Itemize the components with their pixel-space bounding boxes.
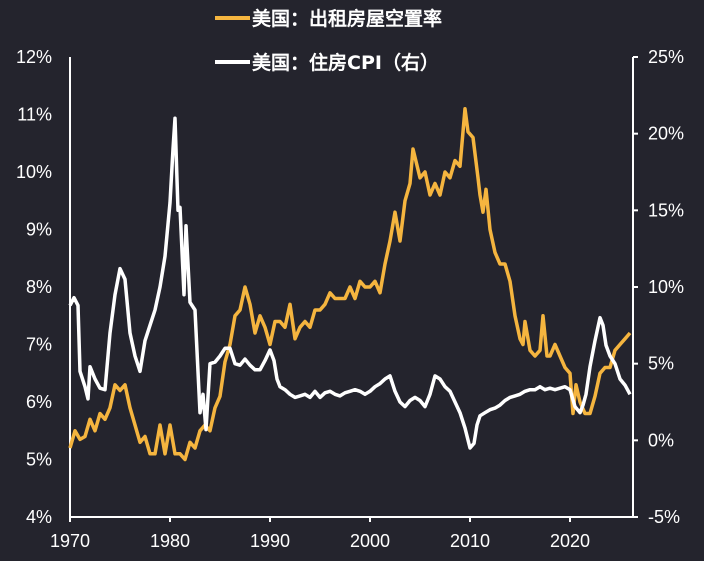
right-y-tick-label: 5% xyxy=(648,354,674,374)
left-y-tick-label: 8% xyxy=(26,277,52,297)
left-y-tick-label: 5% xyxy=(26,450,52,470)
left-y-tick-label: 11% xyxy=(17,105,52,125)
x-tick-label: 1990 xyxy=(250,531,290,551)
x-tick-label: 2010 xyxy=(450,531,490,551)
right-y-tick-label: 15% xyxy=(648,200,684,220)
left-y-tick-label: 4% xyxy=(26,507,52,527)
right-y-tick-label: -5% xyxy=(648,507,680,527)
left-y-tick-label: 12% xyxy=(16,47,52,67)
legend-label-vacancy: 美国：出租房屋空置率 xyxy=(252,7,442,30)
left-y-tick-label: 10% xyxy=(16,162,52,182)
left-y-tick-label: 9% xyxy=(26,220,52,240)
left-y-tick-label: 6% xyxy=(26,392,52,412)
x-tick-label: 1970 xyxy=(50,531,90,551)
legend-label-cpi: 美国：住房CPI（右） xyxy=(252,51,439,74)
right-y-tick-label: 25% xyxy=(648,47,684,67)
series-line-vacancy-rate xyxy=(68,107,632,462)
legend: 美国：出租房屋空置率 美国：住房CPI（右） xyxy=(215,7,442,74)
left-y-tick-label: 7% xyxy=(26,335,52,355)
right-y-tick-label: 10% xyxy=(648,277,684,297)
series-line-housing-cpi xyxy=(68,116,632,450)
x-tick-label: 2020 xyxy=(550,531,590,551)
x-tick-label: 2000 xyxy=(350,531,390,551)
axes: 4% 5% 6% 7% 8% 9% 10% 11% 12% -5% 0% 5% 10% 15% 20% 25%… xyxy=(16,47,684,551)
series-lines xyxy=(68,107,632,462)
x-tick-label: 1980 xyxy=(150,531,190,551)
right-y-tick-label: 0% xyxy=(648,430,674,450)
right-y-tick-label: 20% xyxy=(648,124,684,144)
